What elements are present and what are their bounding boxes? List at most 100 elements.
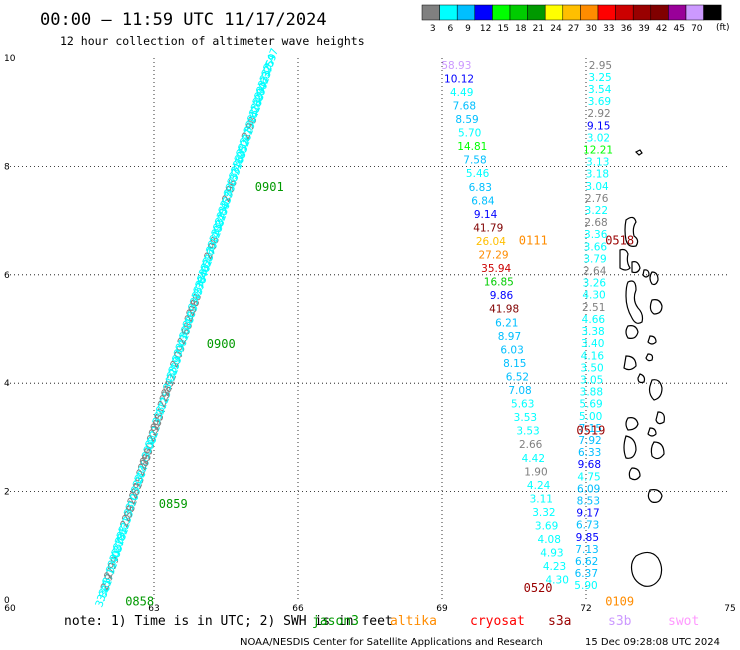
satellite-name-altika: altika — [390, 614, 437, 629]
x-tick-label: 60 — [4, 604, 16, 614]
wave-height-label: 9.15 — [587, 120, 610, 132]
wave-height-label: 3.53 — [516, 426, 539, 438]
wave-height-label: 6.52 — [506, 371, 529, 383]
wave-height-label: 3.66 — [584, 241, 608, 253]
wave-height-label: 2.68 — [584, 217, 607, 229]
wave-height-label: 3.04 — [585, 181, 609, 193]
pass-time-label: 0858 — [125, 595, 154, 609]
track-altika: 4.30 4.234.93 4.083.69 3.32 3.114.24 1.904.42… — [441, 60, 569, 587]
wave-height-label: 41.98 — [489, 304, 519, 316]
wave-height-label: 9.86 — [490, 290, 514, 302]
wave-height-label: 3.25 — [588, 72, 611, 84]
wave-height-label: 7.15 — [579, 423, 602, 435]
wave-height-label: 10.12 — [444, 73, 474, 85]
pass-time-labels: 0901 0900 0859 0858 0111 0518 0519 0520 0109 — [125, 180, 634, 609]
wave-height-label: 9.14 — [474, 209, 498, 221]
legend-bin-label: 3 — [430, 24, 436, 34]
x-tick-label: 72 — [580, 604, 591, 614]
wave-height-label: 6.33 — [578, 447, 601, 459]
wave-height-label: 4.30 — [546, 575, 569, 587]
wave-height-label: 3.32 — [532, 507, 555, 519]
legend-swatch — [685, 4, 704, 21]
legend-bin-label: 30 — [585, 24, 597, 34]
wave-height-label: 3.50 — [580, 362, 603, 374]
pass-time-label: 0900 — [207, 337, 236, 351]
wave-height-label: 6.09 — [577, 483, 600, 495]
wave-height-label: 7.08 — [508, 385, 531, 397]
wave-height-label: 6.37 — [575, 568, 598, 580]
legend-unit: (ft) — [716, 23, 730, 33]
footer-timestamp: 15 Dec 09:28:08 UTC 2024 — [585, 637, 720, 648]
note-text: note: 1) Time is in UTC; 2) SWH is in fe… — [64, 614, 393, 629]
wave-height-label: 3.79 — [583, 253, 606, 265]
wave-height-label: 4.49 — [450, 87, 473, 99]
wave-height-label: 3.53 — [514, 412, 537, 424]
wave-height-label: 4.93 — [540, 548, 563, 560]
wave-height-label: 3.54 — [588, 84, 612, 96]
y-tick-label: 6 — [4, 271, 10, 281]
x-tick-label: 69 — [436, 604, 448, 614]
wave-height-label: 8.15 — [503, 358, 526, 370]
page-subtitle: 12 hour collection of altimeter wave hei… — [60, 34, 365, 48]
wave-height-label: 4.75 — [577, 471, 600, 483]
legend-swatch — [474, 4, 493, 21]
track-s3a: 5.906.376.627.139.856.739.178.536.094.75… — [574, 60, 613, 592]
wave-height-label: 1.90 — [524, 466, 547, 478]
wave-height-label: 2.66 — [519, 439, 543, 451]
legend-bin-label: 70 — [691, 24, 703, 34]
page-title: 00:00 — 11:59 UTC 11/17/2024 — [40, 10, 327, 30]
wave-height-label: 9.68 — [578, 459, 601, 471]
wave-height-label: 6.62 — [575, 556, 598, 568]
satellite-name-swot: swot — [668, 614, 699, 629]
wave-height-label: 35.94 — [481, 263, 511, 275]
legend-swatch — [492, 4, 511, 21]
wave-height-label: 4.23 — [543, 561, 566, 573]
x-tick-label: 75 — [724, 604, 735, 614]
wave-height-label: 4.16 — [581, 350, 605, 362]
pass-time-label: 0109 — [605, 595, 634, 609]
legend-swatch — [456, 4, 476, 21]
y-tick-label: 8 — [4, 162, 10, 172]
wave-height-label: 9.17 — [576, 508, 599, 520]
y-tick-label: 10 — [4, 54, 16, 64]
legend-swatch — [421, 4, 440, 21]
legend-swatch — [580, 4, 599, 21]
wave-height-label: 16.85 — [484, 277, 514, 289]
legend-bin-label: 27 — [568, 24, 579, 34]
wave-height-label: 3.36 — [584, 229, 608, 241]
wave-height-label: 2.92 — [587, 108, 610, 120]
legend-swatch — [650, 4, 669, 21]
wave-height-label: 4.24 — [527, 480, 551, 492]
pass-time-label: 0519 — [576, 423, 605, 437]
pass-time-label: 0518 — [605, 234, 634, 248]
legend-bin-label: 39 — [638, 24, 650, 34]
wave-height-label: 2.64 — [583, 266, 607, 278]
wave-height-label: 3.11 — [530, 493, 553, 505]
legend-bin-label: 42 — [656, 24, 667, 34]
pass-time-label: 0111 — [519, 234, 548, 248]
wave-height-label: 4.42 — [522, 453, 545, 465]
wave-height-label: 5.70 — [458, 128, 481, 140]
legend-bin-label: 15 — [497, 24, 508, 34]
axis-ticks: 60 63 66 69 72 75 0 2 4 6 8 10 — [4, 54, 736, 614]
wave-height-label: 5.46 — [466, 168, 490, 180]
wave-height-label: 8.97 — [498, 331, 521, 343]
wave-height-label: 2.95 — [589, 60, 612, 72]
wave-height-label: 3.38 — [581, 326, 604, 338]
wave-height-label: 3.02 — [587, 132, 610, 144]
wave-height-label: 7.68 — [453, 100, 476, 112]
wave-height-label: 2.51 — [582, 302, 605, 314]
wave-height-label: 27.29 — [479, 250, 509, 262]
y-tick-label: 0 — [4, 596, 10, 606]
wave-height-label: 7.92 — [578, 435, 601, 447]
legend-swatch — [527, 4, 546, 21]
pass-time-label: 0520 — [524, 581, 553, 595]
legend-swatch — [703, 4, 722, 21]
legend-bin-label: 21 — [533, 24, 544, 34]
legend-bin-label: 18 — [515, 24, 527, 34]
wave-height-label: 7.58 — [463, 155, 486, 167]
legend-bin-label: 6 — [448, 24, 454, 34]
legend-swatch — [668, 4, 687, 21]
wave-height-label: 5.69 — [579, 399, 602, 411]
wave-height-label: 9.85 — [576, 532, 599, 544]
